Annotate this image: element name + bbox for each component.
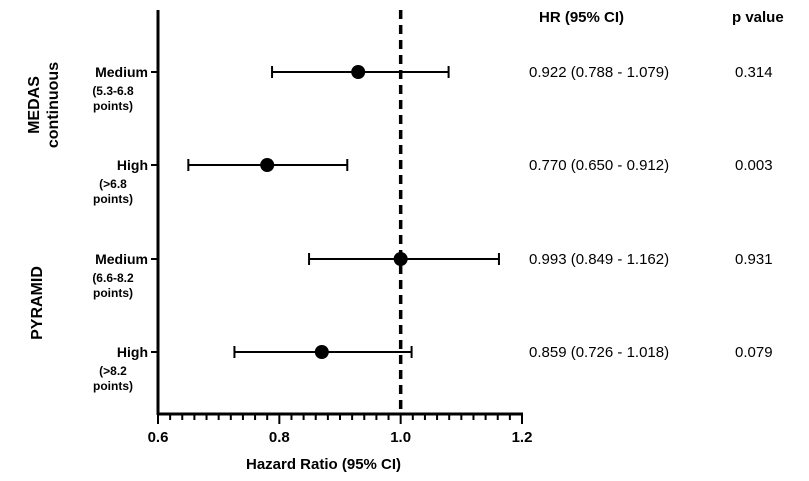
forest-row-1 [151, 158, 349, 172]
p-value: 0.931 [735, 251, 773, 268]
x-tick-label: 0.6 [147, 429, 169, 446]
row-sublabel: (6.6-8.2 points) [92, 271, 134, 300]
hr-point [314, 345, 329, 359]
x-tick-label: 0.8 [268, 429, 290, 446]
row-label: Medium [95, 251, 148, 267]
x-tick-label: 1.2 [511, 429, 533, 446]
x-axis-ticks [157, 414, 523, 424]
x-tick-label: 1.0 [390, 429, 412, 446]
row-label: High [116, 157, 148, 173]
p-value: 0.079 [735, 344, 773, 361]
forest-row-3 [151, 345, 413, 359]
forest-row-0 [151, 65, 450, 79]
estimate-marks [151, 65, 500, 359]
hr-ci-value: 0.993 (0.849 - 1.162) [529, 251, 670, 268]
group-label-medas: MEDAS continuous [26, 61, 62, 149]
row-label: Medium [95, 64, 148, 80]
hr-ci-value: 0.770 (0.650 - 0.912) [529, 157, 670, 174]
p-value: 0.003 [735, 157, 773, 174]
hr-point [393, 252, 408, 266]
p-value: 0.314 [735, 64, 773, 81]
row-sublabel: (>8.2 points) [93, 364, 133, 393]
column-header-p: p value [732, 9, 784, 26]
row-sublabel: (5.3-6.8 points) [92, 84, 134, 113]
row-label: High [116, 344, 148, 360]
hr-point [351, 65, 366, 79]
x-axis-label: Hazard Ratio (95% CI) [246, 456, 402, 473]
forest-row-2 [151, 252, 500, 266]
column-header-hr: HR (95% CI) [539, 9, 625, 26]
hr-ci-value: 0.859 (0.726 - 1.018) [529, 344, 670, 361]
row-sublabel: (>6.8 points) [93, 177, 133, 206]
group-label-pyramid: PYRAMID [29, 266, 46, 340]
hr-ci-value: 0.922 (0.788 - 1.079) [529, 64, 670, 81]
hr-point [260, 158, 275, 172]
